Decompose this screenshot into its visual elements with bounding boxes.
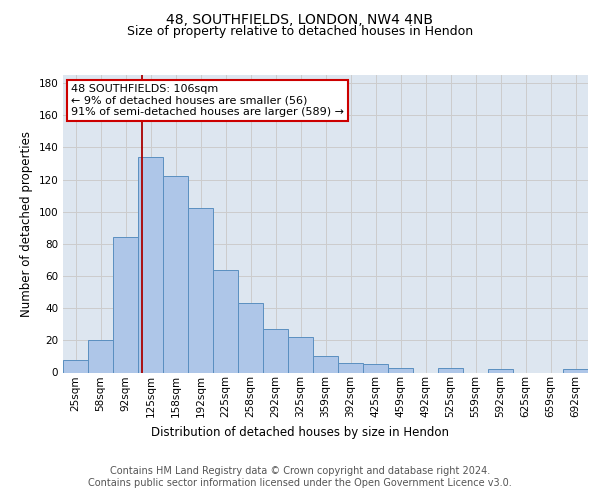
Bar [263,329,288,372]
Bar [288,337,313,372]
Bar [63,360,88,372]
Bar [188,208,213,372]
Text: 48, SOUTHFIELDS, LONDON, NW4 4NB: 48, SOUTHFIELDS, LONDON, NW4 4NB [167,12,433,26]
Bar [313,356,338,372]
Bar [88,340,113,372]
Bar [238,304,263,372]
Text: 48 SOUTHFIELDS: 106sqm
← 9% of detached houses are smaller (56)
91% of semi-deta: 48 SOUTHFIELDS: 106sqm ← 9% of detached … [71,84,344,117]
Bar [138,157,163,372]
Bar [113,238,138,372]
Bar [388,368,413,372]
Bar [338,363,363,372]
Bar [563,370,588,372]
Y-axis label: Number of detached properties: Number of detached properties [20,130,33,317]
Bar [438,368,463,372]
Bar [488,370,513,372]
Bar [363,364,388,372]
Text: Size of property relative to detached houses in Hendon: Size of property relative to detached ho… [127,25,473,38]
Bar [213,270,238,372]
Bar [163,176,188,372]
Text: Distribution of detached houses by size in Hendon: Distribution of detached houses by size … [151,426,449,439]
Text: Contains HM Land Registry data © Crown copyright and database right 2024.
Contai: Contains HM Land Registry data © Crown c… [88,466,512,487]
